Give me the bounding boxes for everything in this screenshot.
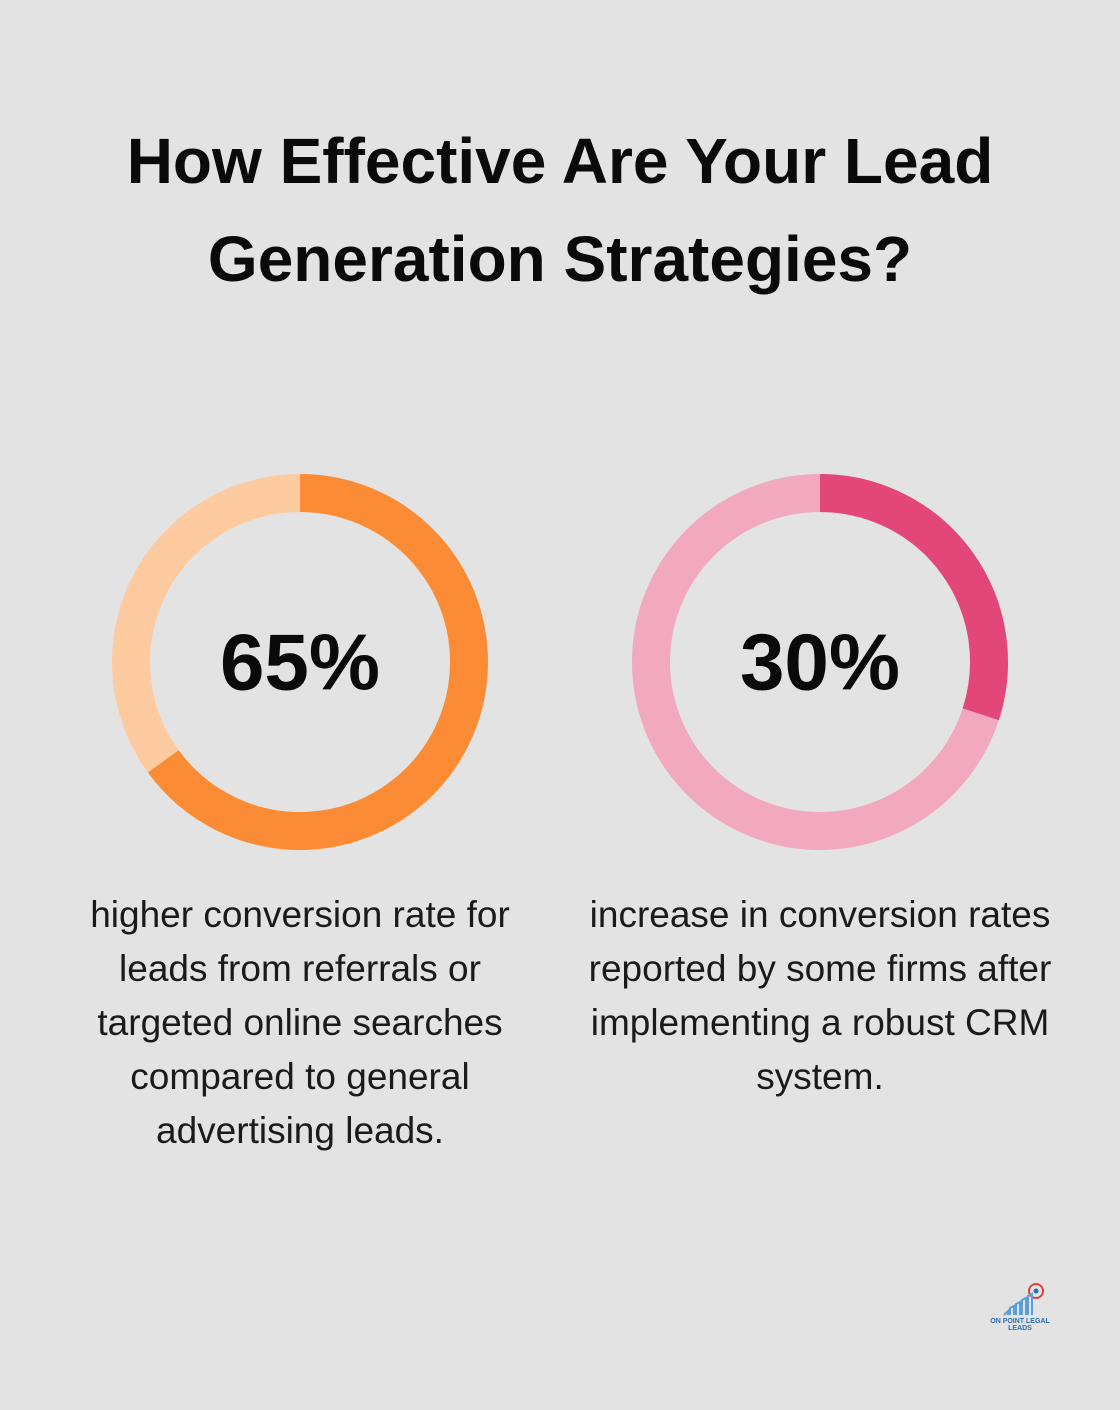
- title: How Effective Are Your Lead Generation S…: [126, 125, 994, 295]
- donut-arc: [147, 474, 488, 850]
- description: increase in conversion rates reported by…: [588, 894, 1052, 1097]
- logo-text: ON POINT LEGAL LEADS: [990, 1318, 1050, 1332]
- value-label: 65%: [220, 618, 380, 707]
- value-label: 30%: [740, 618, 900, 707]
- description: higher conversion rate for leads from re…: [90, 894, 510, 1151]
- donut-arc: [819, 474, 1008, 721]
